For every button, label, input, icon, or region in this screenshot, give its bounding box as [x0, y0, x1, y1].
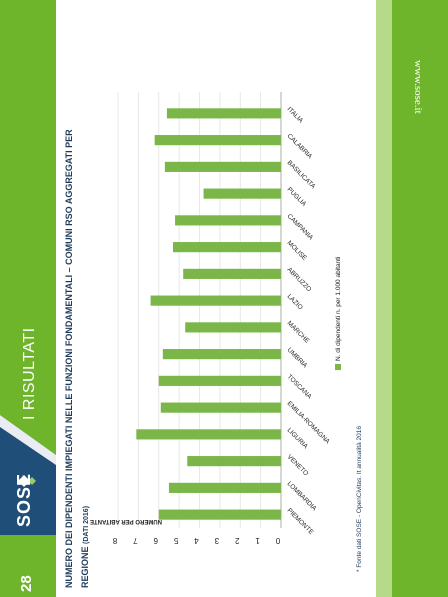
bar-campania [175, 215, 281, 226]
bar-basilicata [164, 161, 281, 172]
right-light-band [376, 0, 392, 597]
category-label: UMBRIA [286, 347, 309, 370]
bar-veneto [187, 456, 281, 467]
y-tick-label: 8 [112, 536, 117, 545]
y-tick-label: 5 [173, 536, 178, 545]
bar-lombardia [168, 482, 281, 493]
bar-abruzzo [183, 268, 281, 279]
legend-label: N. di dipendenti n. per 1.000 abitanti [335, 257, 342, 361]
bar-italia [166, 108, 281, 119]
y-tick-label: 0 [275, 536, 280, 545]
category-label: CAMPANIA [286, 213, 315, 242]
category-label: LAZIO [286, 293, 304, 311]
right-green-band [392, 0, 448, 597]
bar-piemonte [158, 509, 281, 520]
bar-toscana [158, 375, 281, 386]
chart-ticks: 0 1 2 3 4 5 6 7 8 [112, 536, 280, 545]
legend: N. di dipendenti n. per 1.000 abitanti [335, 257, 342, 370]
category-label: PIEMONTE [286, 507, 315, 536]
category-label: EMILIA-ROMAGNA [286, 400, 332, 446]
sose-logo [0, 415, 56, 535]
y-axis-label: NUMERO PER ABITANTE [90, 518, 162, 524]
y-tick-label: 7 [133, 536, 138, 545]
bar-emilia-romagna [160, 402, 281, 413]
category-label: MOLISE [286, 240, 309, 263]
bar-marche [185, 322, 281, 333]
category-label: VENETO [286, 454, 310, 478]
category-label: PUGLIA [286, 186, 308, 208]
category-label: TOSCANA [286, 373, 314, 401]
y-tick-label: 3 [214, 536, 219, 545]
category-label: ABRUZZO [286, 266, 313, 293]
y-tick-label: 6 [153, 536, 158, 545]
chart-bars [136, 108, 281, 520]
category-label: LIGURIA [286, 427, 310, 451]
y-tick-label: 1 [255, 536, 260, 545]
bar-puglia [203, 188, 281, 199]
logo-mark-icon [18, 475, 36, 487]
legend-swatch [335, 364, 341, 370]
bar-lazio [150, 295, 281, 306]
y-tick-label: 4 [194, 536, 199, 545]
bar-umbria [162, 349, 281, 360]
category-label: CALABRIA [286, 133, 314, 161]
category-label: MARCHE [286, 320, 311, 345]
bar-liguria [136, 429, 281, 440]
y-tick-label: 2 [234, 536, 239, 545]
chart-category-labels: PIEMONTELOMBARDIAVENETOLIGURIAEMILIA-ROM… [286, 106, 332, 537]
category-label: ITALIA [286, 106, 305, 125]
bar-molise [173, 242, 281, 253]
bar-calabria [154, 135, 281, 146]
